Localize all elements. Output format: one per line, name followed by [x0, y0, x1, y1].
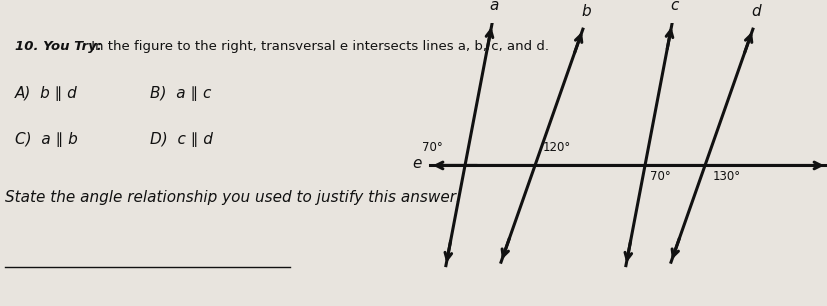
Text: State the angle relationship you used to justify this answer:: State the angle relationship you used to…: [5, 190, 461, 205]
Text: e: e: [413, 156, 422, 171]
Text: 130°: 130°: [713, 170, 741, 183]
Text: B)  a ∥ c: B) a ∥ c: [150, 86, 212, 101]
Text: In the figure to the right, transversal e intersects lines a, b, c, and d.: In the figure to the right, transversal …: [87, 40, 549, 53]
Text: 10. You Try:: 10. You Try:: [15, 40, 102, 53]
Text: b: b: [581, 4, 591, 19]
Text: 120°: 120°: [543, 141, 571, 154]
Text: D)  c ∥ d: D) c ∥ d: [150, 132, 213, 147]
Text: A)  b ∥ d: A) b ∥ d: [15, 86, 78, 101]
Text: 70°: 70°: [423, 141, 443, 154]
Text: d: d: [752, 4, 762, 19]
Text: c: c: [670, 0, 678, 13]
Text: 70°: 70°: [650, 170, 671, 183]
Text: a: a: [490, 0, 499, 13]
Text: C)  a ∥ b: C) a ∥ b: [15, 132, 78, 147]
